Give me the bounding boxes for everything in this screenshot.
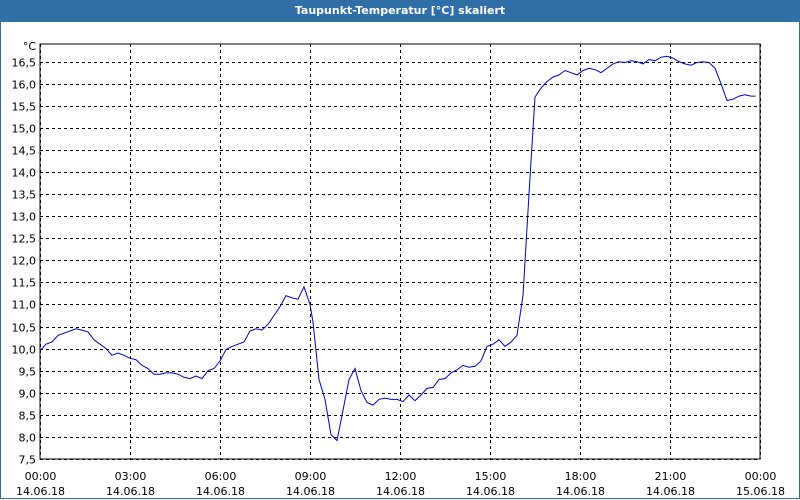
y-tick-label: 13,0 bbox=[12, 211, 37, 224]
y-tick-label: 8,5 bbox=[19, 410, 37, 423]
x-tick-date: 15.06.18 bbox=[736, 485, 785, 498]
x-tick-date: 14.06.18 bbox=[196, 485, 245, 498]
x-tick-date: 14.06.18 bbox=[556, 485, 605, 498]
y-tick-label: 8,0 bbox=[19, 432, 37, 445]
x-tick-time: 03:00 bbox=[115, 470, 147, 483]
x-tick-time: 00:00 bbox=[25, 470, 57, 483]
x-tick-date: 14.06.18 bbox=[646, 485, 695, 498]
y-tick-label: 9,5 bbox=[19, 366, 37, 379]
y-tick-label: 10,5 bbox=[12, 322, 37, 335]
y-tick-label: 13,5 bbox=[12, 189, 37, 202]
plot-area-border bbox=[39, 43, 761, 460]
x-tick-date: 14.06.18 bbox=[106, 485, 155, 498]
y-tick-label: 9,0 bbox=[19, 388, 37, 401]
y-tick-label: 11,5 bbox=[12, 277, 37, 290]
y-tick-label: 12,5 bbox=[12, 233, 37, 246]
y-tick-label: 10,0 bbox=[12, 344, 37, 357]
dewpoint-series-line bbox=[39, 55, 756, 442]
x-tick-time: 21:00 bbox=[655, 470, 687, 483]
y-tick-label: 11,0 bbox=[12, 299, 37, 312]
x-tick-time: 18:00 bbox=[565, 470, 597, 483]
x-tick-time: 12:00 bbox=[385, 470, 417, 483]
y-tick-label: 15,5 bbox=[12, 101, 37, 114]
x-tick-time: 00:00 bbox=[745, 470, 777, 483]
x-tick-date: 14.06.18 bbox=[466, 485, 515, 498]
x-tick-date: 14.06.18 bbox=[376, 485, 425, 498]
y-tick-label: 14,0 bbox=[12, 167, 37, 180]
y-tick-label: 16,5 bbox=[12, 57, 37, 70]
y-tick-label: 7,5 bbox=[19, 454, 37, 467]
y-tick-label: 14,5 bbox=[12, 145, 37, 158]
x-tick-time: 09:00 bbox=[295, 470, 327, 483]
x-tick-time: 06:00 bbox=[205, 470, 237, 483]
x-tick-time: 15:00 bbox=[475, 470, 507, 483]
y-tick-label: 12,0 bbox=[12, 255, 37, 268]
x-tick-date: 14.06.18 bbox=[16, 485, 65, 498]
y-tick-label: 16,0 bbox=[12, 79, 37, 92]
y-tick-label: 15,0 bbox=[12, 123, 37, 136]
y-unit-label: °C bbox=[23, 40, 37, 53]
x-tick-date: 14.06.18 bbox=[286, 485, 335, 498]
chart-title: Taupunkt-Temperatur [°C] skaliert bbox=[0, 0, 800, 22]
